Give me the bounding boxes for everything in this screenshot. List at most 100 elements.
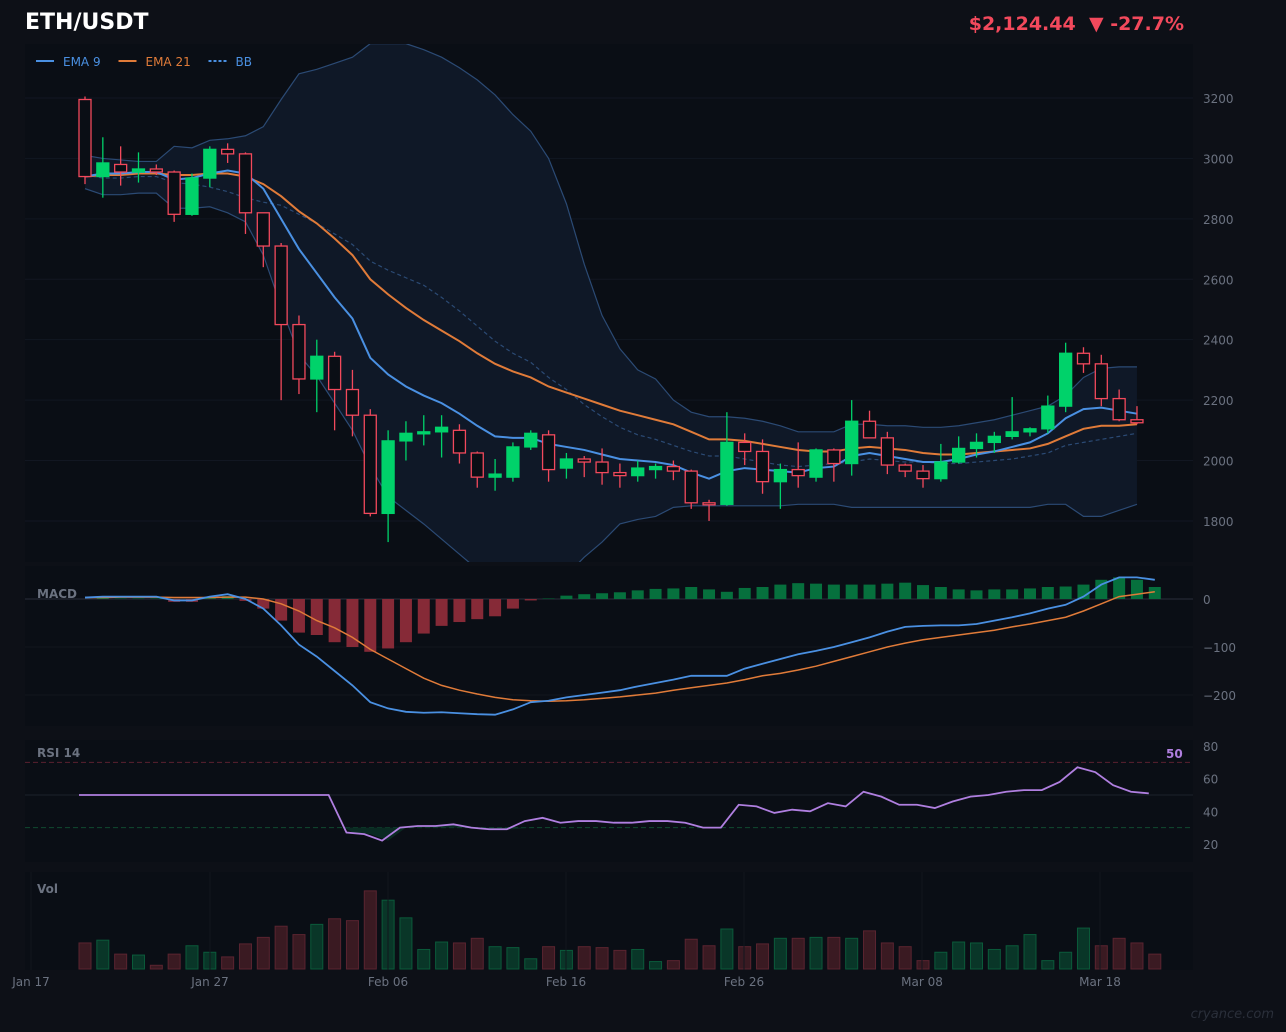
candle[interactable] [1112, 389, 1126, 422]
macd-histogram-bar [328, 599, 341, 643]
volume-bar [952, 941, 966, 970]
macd-histogram-bar [489, 599, 502, 617]
candle[interactable] [452, 424, 467, 464]
candle[interactable] [987, 431, 1001, 453]
candle[interactable] [506, 442, 520, 482]
candle[interactable] [470, 451, 484, 488]
candle[interactable] [952, 436, 966, 464]
candle[interactable] [880, 431, 894, 475]
legend-item[interactable]: EMA 9 [36, 55, 101, 69]
candle[interactable] [256, 212, 270, 268]
candle[interactable] [898, 463, 912, 478]
candle[interactable] [559, 452, 574, 479]
candle[interactable] [363, 409, 377, 517]
bb-lower-line [84, 188, 1138, 562]
candle[interactable] [327, 351, 342, 431]
candle[interactable] [78, 96, 92, 185]
candle[interactable] [1076, 347, 1091, 373]
volume-bar [435, 941, 449, 970]
candle[interactable] [827, 448, 841, 482]
candle[interactable] [916, 465, 930, 488]
candle[interactable] [310, 339, 324, 413]
symbol-title: ETH/USDT [25, 10, 149, 35]
candle[interactable] [149, 164, 163, 176]
rsi-pane[interactable] [25, 740, 1193, 862]
candle[interactable] [666, 460, 681, 481]
candle[interactable] [399, 421, 413, 461]
volume-bar [720, 928, 734, 970]
candle[interactable] [238, 152, 253, 234]
candle[interactable] [684, 469, 698, 509]
volume-bar [1023, 934, 1037, 970]
macd-histogram-bar [506, 599, 519, 609]
candle[interactable] [167, 170, 181, 222]
svg-text:EMA 9: EMA 9 [63, 55, 101, 69]
macd-histogram-bar [720, 591, 733, 599]
candle[interactable] [185, 173, 199, 216]
candle[interactable] [809, 448, 823, 482]
candle[interactable] [720, 412, 734, 506]
macd-histogram-bar [292, 599, 305, 633]
candle[interactable] [1094, 354, 1108, 407]
rsi-axis-label: 60 [1203, 773, 1218, 787]
macd-histogram-bar [524, 599, 537, 601]
candle[interactable] [292, 315, 306, 395]
candle[interactable] [862, 410, 877, 439]
candle[interactable] [417, 415, 431, 446]
candle[interactable] [845, 400, 859, 476]
volume-bar [809, 936, 823, 970]
candle[interactable] [773, 463, 788, 509]
candle[interactable] [274, 243, 288, 401]
price-axis-label: 2200 [1203, 394, 1234, 408]
candle[interactable] [613, 463, 627, 488]
candle[interactable] [631, 460, 645, 482]
candle[interactable] [203, 146, 217, 188]
volume-label: Vol [37, 882, 58, 896]
candle[interactable] [114, 146, 128, 186]
candle[interactable] [702, 499, 716, 521]
candle[interactable] [791, 442, 805, 488]
volume-bar [542, 946, 556, 970]
candle[interactable] [1041, 395, 1055, 434]
candle[interactable] [381, 430, 395, 543]
candle[interactable] [934, 443, 948, 482]
volume-bar [649, 961, 663, 970]
price-axis-label: 3000 [1203, 152, 1234, 166]
macd-histogram-bar [435, 599, 448, 626]
candle[interactable] [434, 415, 449, 458]
volume-bar [1059, 951, 1073, 970]
candle[interactable] [595, 448, 609, 485]
candle[interactable] [1023, 427, 1037, 437]
candle[interactable] [1005, 397, 1019, 440]
legend-item[interactable]: BB [208, 55, 252, 69]
macd-histogram-bar [1023, 588, 1036, 599]
candle[interactable] [755, 439, 770, 494]
candle[interactable] [648, 463, 663, 479]
candle[interactable] [131, 152, 146, 183]
macd-histogram-bar [881, 583, 894, 599]
macd-signal-line [85, 591, 1155, 702]
volume-bar [880, 942, 894, 970]
candle[interactable] [488, 459, 502, 491]
candle[interactable] [1130, 406, 1144, 425]
candle[interactable] [541, 430, 556, 482]
macd-histogram-bar [952, 589, 965, 599]
candle[interactable] [969, 433, 984, 458]
volume-bar [363, 890, 377, 970]
svg-text:EMA 21: EMA 21 [146, 55, 191, 69]
volume-bar [96, 939, 110, 970]
candle[interactable] [577, 455, 591, 478]
candle[interactable] [738, 433, 752, 466]
candle[interactable] [524, 430, 538, 450]
macd-histogram-bar [631, 590, 644, 599]
legend-item[interactable]: EMA 21 [118, 55, 191, 69]
volume-bar [399, 917, 413, 970]
candle[interactable] [1059, 342, 1073, 413]
change-percent: -27.7% [1110, 13, 1184, 35]
volume-bar [292, 934, 306, 970]
candle[interactable] [96, 137, 110, 198]
candle[interactable] [220, 143, 235, 163]
candle[interactable] [345, 369, 360, 437]
rsi-line [79, 766, 1149, 842]
